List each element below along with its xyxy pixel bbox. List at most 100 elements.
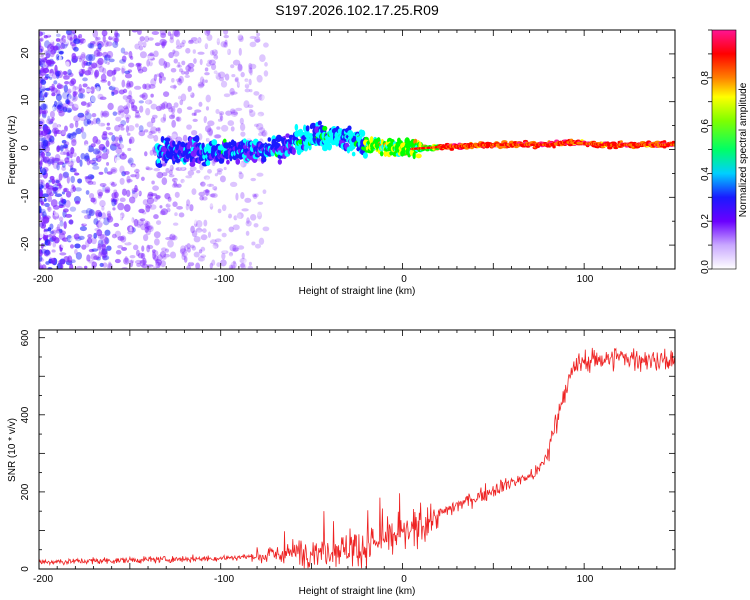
spectrogram-cell — [141, 245, 145, 252]
spectrogram-cell — [134, 259, 143, 265]
spectrogram-cell — [202, 181, 210, 188]
spectrogram-cell — [256, 252, 261, 257]
spectrogram-cell — [79, 73, 84, 78]
spectrogram-cell — [98, 171, 104, 175]
spectrogram-cell — [248, 109, 253, 113]
spectrogram-cell — [77, 203, 83, 211]
spectrogram-cell — [43, 34, 48, 39]
spectrogram-cell — [169, 33, 174, 40]
snr-y-tick-label: 0 — [20, 566, 31, 572]
spectrogram-cell — [104, 54, 112, 58]
spectrogram-cell — [55, 53, 60, 61]
spectrogram-cell — [51, 92, 56, 97]
spectrogram-cell — [154, 171, 159, 176]
spectrogram-cell — [87, 180, 94, 185]
spectrogram-cell — [108, 58, 115, 63]
spectrogram-cell — [152, 252, 157, 260]
spectrogram-cell — [223, 34, 229, 39]
spectrogram-cell — [138, 130, 146, 137]
spectrogram-cell — [219, 175, 226, 183]
spectrogram-cell — [63, 71, 69, 77]
spectrogram-cell — [69, 122, 74, 129]
spectrogram-cell — [119, 197, 126, 202]
spectrogram-cell — [247, 104, 254, 109]
spectrogram-cell — [100, 73, 107, 82]
spectrogram-cell — [105, 148, 110, 155]
spectrogram-cell — [175, 76, 179, 82]
spectrogram-cell — [176, 183, 182, 188]
spectrogram-cell — [101, 243, 107, 251]
spectrogram-cell — [60, 198, 65, 204]
spectrogram-cell — [62, 106, 68, 113]
spectrogram-cell — [188, 78, 193, 86]
spectrogram-cell — [128, 196, 136, 204]
spectrogram-cell — [165, 221, 173, 229]
spectrogram-cell — [51, 187, 58, 191]
spectrogram-cell — [254, 243, 262, 249]
spectrogram-cell — [101, 205, 105, 211]
spectrogram-cell — [64, 125, 68, 132]
spectrogram-cell — [115, 249, 122, 255]
spectrogram-cell — [221, 204, 227, 212]
spectrogram-cell — [103, 211, 108, 220]
spectrogram-cell — [253, 223, 259, 228]
spectrogram-cell — [169, 85, 178, 89]
spectrogram-cell — [150, 126, 158, 134]
spectrogram-cell — [85, 54, 93, 62]
spectrogram-cell — [125, 82, 132, 89]
spectrogram-cell — [58, 232, 66, 240]
spectrogram-cell — [412, 151, 416, 160]
spectrogram-cell — [112, 207, 116, 211]
spectrogram-cell — [51, 229, 57, 236]
spectrogram-cell — [193, 218, 200, 224]
spectrogram-cell — [360, 129, 366, 137]
spectrogram-cell — [190, 244, 195, 249]
spectrogram-cell — [106, 122, 110, 126]
spectrogram-cell — [163, 253, 171, 258]
spectrogram-cell — [188, 214, 193, 222]
spectrogram-cell — [230, 112, 235, 118]
spectrogram-cell — [232, 59, 241, 66]
spectrogram-cell — [121, 47, 128, 53]
spectrogram-cell — [71, 178, 75, 185]
spectrogram-cell — [203, 219, 208, 227]
snr-x-tick-label: -100 — [214, 574, 234, 585]
spectrogram-cell — [198, 83, 205, 87]
spectrogram-cell — [152, 49, 160, 54]
spectrogram-cell — [119, 177, 125, 185]
spectrogram-cell — [44, 228, 50, 232]
spectrogram-cell — [97, 243, 102, 249]
spectrogram-cell — [245, 229, 251, 234]
spectrogram-cell — [65, 99, 70, 105]
spectrogram-cell — [187, 85, 192, 93]
spectrogram-cell — [73, 46, 79, 52]
spectrogram-cell — [132, 54, 139, 59]
spectrogram-cell — [181, 60, 186, 66]
spectrogram-cell — [147, 225, 154, 232]
spectrogram-cell — [90, 143, 96, 148]
spectrogram-cell — [68, 219, 74, 225]
spectrogram-cell — [129, 136, 135, 144]
spectrogram-cell — [104, 54, 111, 61]
spectrogram-cell — [119, 110, 125, 119]
snr-x-axis-label: Height of straight line (km) — [299, 586, 416, 597]
spectrogram-cell — [39, 121, 44, 125]
spectrogram-cell — [102, 255, 110, 261]
spectrogram-cell — [39, 160, 43, 167]
spectrogram-cell — [153, 99, 159, 105]
spectrogram-cell — [84, 112, 92, 121]
spectrogram-cell — [136, 190, 141, 196]
spectrogram-cell — [109, 143, 117, 151]
spectrogram-cell — [189, 204, 194, 212]
spectrogram-cell — [178, 68, 183, 73]
spectrogram-cell — [183, 31, 190, 36]
spectrogram-cell — [259, 54, 266, 63]
spectrogram-cell — [234, 237, 239, 244]
spectrogram-cell — [259, 116, 263, 121]
spectrogram-cell — [220, 80, 228, 88]
spectrogram-cell — [224, 48, 230, 54]
spectrogram-cell — [79, 114, 87, 122]
spectrogram-cell — [51, 72, 58, 79]
spectrogram-cell — [154, 261, 158, 267]
spectrogram-cell — [176, 116, 182, 122]
